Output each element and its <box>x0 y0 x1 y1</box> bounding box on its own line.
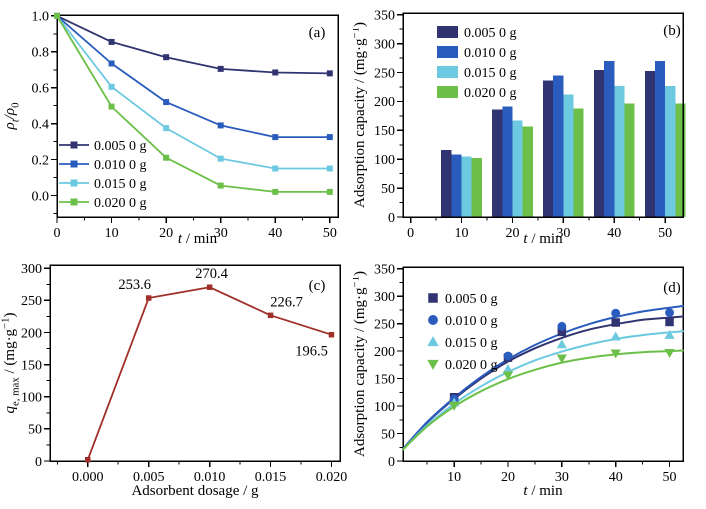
svg-text:t / min: t / min <box>523 483 563 499</box>
svg-text:50: 50 <box>658 226 672 241</box>
svg-text:0.000: 0.000 <box>72 470 104 485</box>
svg-text:300: 300 <box>374 290 395 305</box>
svg-text:0.010 0 g: 0.010 0 g <box>464 46 517 61</box>
svg-text:50: 50 <box>323 226 337 241</box>
svg-text:t / min: t / min <box>523 231 563 247</box>
svg-text:0.015 0 g: 0.015 0 g <box>94 177 147 192</box>
svg-text:(a): (a) <box>309 25 326 41</box>
svg-text:100: 100 <box>374 153 395 168</box>
svg-text:0.005 0 g: 0.005 0 g <box>445 292 498 307</box>
svg-text:40: 40 <box>607 226 621 241</box>
svg-text:150: 150 <box>374 372 395 387</box>
svg-text:250: 250 <box>21 294 42 309</box>
svg-text:Adsorbent dosage / g: Adsorbent dosage / g <box>131 483 259 499</box>
svg-text:0.005: 0.005 <box>133 470 165 485</box>
svg-text:350: 350 <box>374 262 395 277</box>
svg-text:20: 20 <box>505 226 519 241</box>
svg-text:196.5: 196.5 <box>295 344 328 360</box>
svg-text:30: 30 <box>556 226 570 241</box>
subplot-a: 0 10 20 30 40 50 0.0 0.2 0.4 0.6 0.8 1.0 t / min ρt/ρ… <box>0 0 353 255</box>
svg-text:0.8: 0.8 <box>32 46 50 61</box>
svg-text:350: 350 <box>374 9 395 24</box>
svg-text:0.020 0 g: 0.020 0 g <box>445 358 498 373</box>
svg-text:200: 200 <box>374 95 395 110</box>
svg-text:0.010 0 g: 0.010 0 g <box>94 158 147 173</box>
svg-text:253.6: 253.6 <box>118 277 151 293</box>
svg-text:Adsorption capacity / (mg·g−1): Adsorption capacity / (mg·g−1) <box>353 271 368 457</box>
svg-text:226.7: 226.7 <box>270 294 303 310</box>
svg-text:150: 150 <box>374 124 395 139</box>
svg-text:(c): (c) <box>309 278 326 294</box>
svg-text:(b): (b) <box>663 23 681 39</box>
svg-text:300: 300 <box>21 262 42 277</box>
svg-text:40: 40 <box>268 226 282 241</box>
svg-text:100: 100 <box>21 391 42 406</box>
svg-text:(d): (d) <box>663 280 681 296</box>
svg-text:50: 50 <box>28 423 42 438</box>
svg-text:0.010: 0.010 <box>194 470 226 485</box>
svg-text:0: 0 <box>35 455 42 470</box>
svg-text:100: 100 <box>374 400 395 415</box>
svg-text:ρt/ρ0: ρt/ρ0 <box>2 103 22 131</box>
svg-text:10: 10 <box>105 226 119 241</box>
svg-text:200: 200 <box>21 326 42 341</box>
svg-text:30: 30 <box>214 226 228 241</box>
svg-text:1.0: 1.0 <box>32 10 50 25</box>
svg-text:0: 0 <box>54 226 61 241</box>
subplot-c: 0.000 0.005 0.010 0.015 0.020 0 50 100 150 200 250… <box>0 255 353 509</box>
subplot-d: 10 20 30 40 50 0 50 100 150 200 250 300 350 t / min Ad… <box>353 255 706 509</box>
svg-text:0.2: 0.2 <box>32 153 50 168</box>
svg-text:250: 250 <box>374 317 395 332</box>
svg-text:30: 30 <box>555 470 569 485</box>
svg-text:150: 150 <box>21 358 42 373</box>
svg-text:0.005 0 g: 0.005 0 g <box>464 26 517 41</box>
svg-text:250: 250 <box>374 66 395 81</box>
svg-text:200: 200 <box>374 345 395 360</box>
svg-text:300: 300 <box>374 37 395 52</box>
svg-text:0.020: 0.020 <box>316 470 348 485</box>
subplot-d-canvas: 10 20 30 40 50 0 50 100 150 200 250 300 350 t / min Ad… <box>353 262 684 499</box>
svg-text:0.005 0 g: 0.005 0 g <box>94 139 147 154</box>
svg-text:20: 20 <box>159 226 173 241</box>
svg-text:0.020 0 g: 0.020 0 g <box>94 196 147 211</box>
svg-text:0.6: 0.6 <box>32 82 50 97</box>
subplot-c-canvas: 0.000 0.005 0.010 0.015 0.020 0 50 100 150 200 250… <box>0 262 348 499</box>
svg-text:0.0: 0.0 <box>32 189 50 204</box>
svg-text:0: 0 <box>388 211 395 226</box>
svg-text:50: 50 <box>381 182 395 197</box>
svg-text:0.020 0 g: 0.020 0 g <box>464 86 517 101</box>
svg-text:0.010 0 g: 0.010 0 g <box>445 314 498 329</box>
svg-text:Adsorption capacity / (mg·g−1): Adsorption capacity / (mg·g−1) <box>353 22 368 208</box>
svg-text:0.015 0 g: 0.015 0 g <box>464 66 517 81</box>
svg-text:t / min: t / min <box>178 231 218 247</box>
svg-text:qe, max / (mg·g−1): qe, max / (mg·g−1) <box>0 312 22 413</box>
svg-text:0.015: 0.015 <box>255 470 287 485</box>
svg-text:50: 50 <box>381 427 395 442</box>
svg-text:20: 20 <box>501 470 515 485</box>
svg-text:10: 10 <box>447 470 461 485</box>
svg-text:0: 0 <box>407 226 414 241</box>
svg-text:0.4: 0.4 <box>32 117 50 132</box>
subplot-a-canvas: 0 10 20 30 40 50 0.0 0.2 0.4 0.6 0.8 1.0 t / min ρt/ρ… <box>2 10 339 247</box>
svg-text:50: 50 <box>663 470 677 485</box>
svg-text:10: 10 <box>455 226 469 241</box>
svg-text:0: 0 <box>388 455 395 470</box>
subplot-b-canvas: 0 10 20 30 40 50 0 50 100 150 200 250 300 350 t / min A… <box>353 9 686 247</box>
svg-text:40: 40 <box>609 470 623 485</box>
svg-text:0.015 0 g: 0.015 0 g <box>445 336 498 351</box>
subplot-b: 0 10 20 30 40 50 0 50 100 150 200 250 300 350 t / min A… <box>353 0 706 255</box>
svg-text:270.4: 270.4 <box>195 266 228 282</box>
